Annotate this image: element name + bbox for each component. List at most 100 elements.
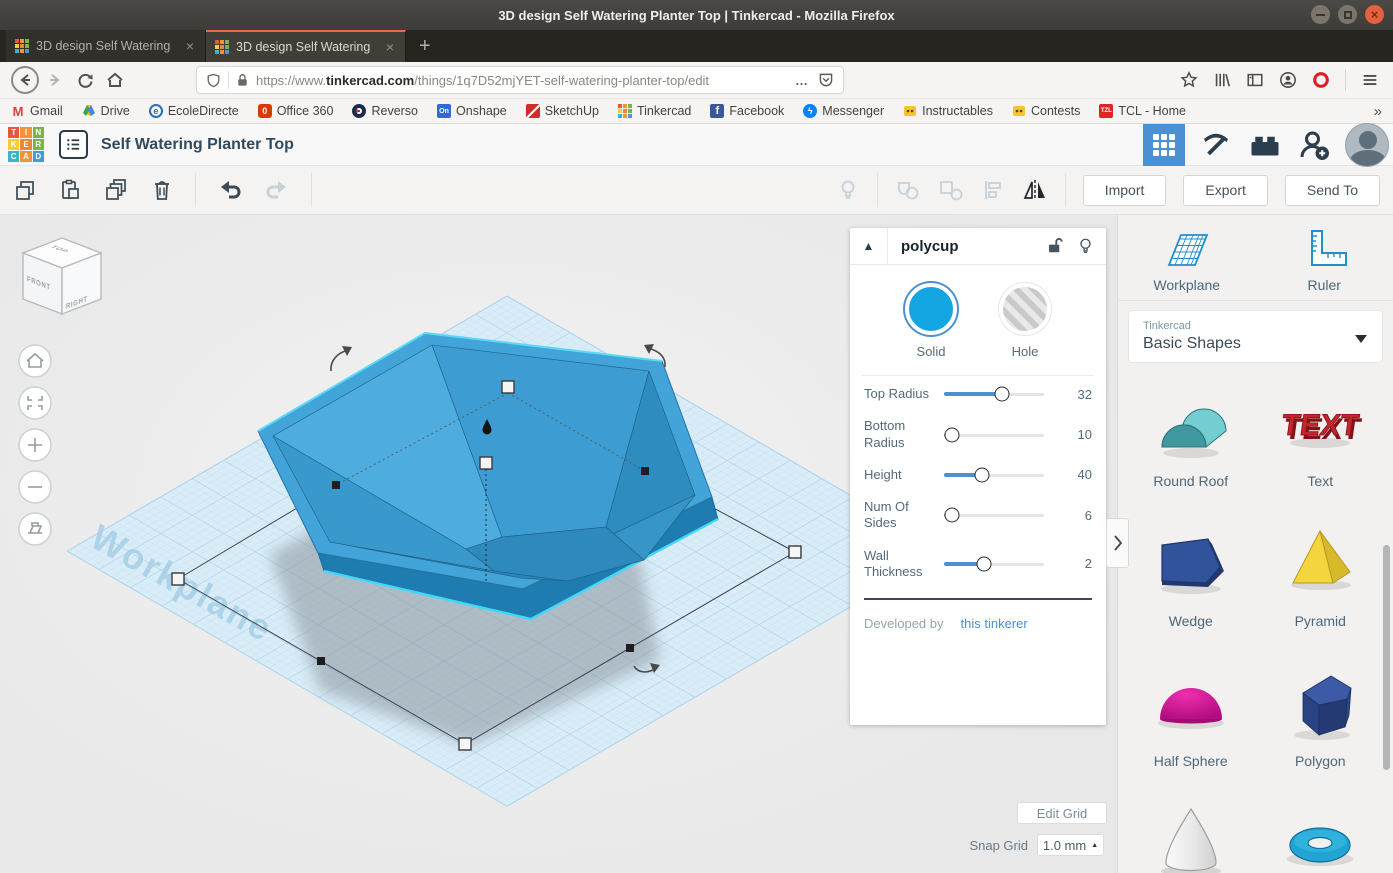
shape-torus[interactable] bbox=[1256, 791, 1386, 873]
bookmark-drive[interactable]: Drive bbox=[82, 104, 130, 118]
corner-handle[interactable] bbox=[788, 545, 802, 559]
corner-handle[interactable] bbox=[458, 737, 472, 751]
scale-handle[interactable] bbox=[332, 481, 340, 489]
unlock-icon[interactable] bbox=[1047, 237, 1063, 254]
pocket-save-icon[interactable] bbox=[818, 72, 834, 88]
mirror-button[interactable] bbox=[1022, 177, 1048, 203]
shape-name[interactable]: polycup bbox=[901, 237, 959, 255]
bookmark-facebook[interactable]: f Facebook bbox=[710, 104, 784, 118]
workplane-view-button[interactable] bbox=[18, 512, 52, 546]
top-radius-slider[interactable] bbox=[944, 386, 1044, 402]
shape-round-roof[interactable]: Round Roof bbox=[1126, 371, 1256, 511]
bookmark-instructables[interactable]: Instructables bbox=[903, 104, 993, 118]
new-tab-button[interactable]: + bbox=[419, 34, 431, 57]
design-menu-button[interactable] bbox=[59, 130, 88, 159]
bookmark-reverso[interactable]: Reverso bbox=[352, 104, 418, 118]
bookmark-star-icon[interactable] bbox=[1180, 71, 1198, 89]
import-button[interactable]: Import bbox=[1082, 174, 1167, 206]
panel-scrollbar[interactable] bbox=[1383, 545, 1390, 770]
bookmark-tcl-home[interactable]: TZL TCL - Home bbox=[1099, 104, 1186, 118]
scale-handle[interactable] bbox=[626, 644, 634, 652]
bookmark-contests[interactable]: Contests bbox=[1012, 104, 1080, 118]
browser-tab-2-active[interactable]: 3D design Self Watering × bbox=[206, 30, 406, 62]
tracking-shield-icon[interactable] bbox=[206, 73, 221, 88]
bottom-radius-slider[interactable] bbox=[944, 427, 1044, 443]
shape-half-sphere[interactable]: Half Sphere bbox=[1126, 651, 1256, 791]
ungroup-button[interactable] bbox=[938, 177, 964, 203]
invite-person-icon[interactable] bbox=[1296, 127, 1332, 163]
menu-hamburger-icon[interactable] bbox=[1361, 71, 1379, 89]
fit-view-button[interactable] bbox=[18, 386, 52, 420]
minecraft-pickaxe-icon[interactable] bbox=[1198, 127, 1234, 163]
avatar[interactable] bbox=[1345, 122, 1389, 167]
height-slider[interactable] bbox=[944, 467, 1044, 483]
hole-toggle[interactable]: Hole bbox=[999, 283, 1051, 359]
height-handle[interactable] bbox=[482, 419, 492, 435]
page-actions-icon[interactable]: … bbox=[795, 72, 809, 88]
num-sides-slider[interactable] bbox=[944, 507, 1044, 523]
developer-link[interactable]: this tinkerer bbox=[960, 616, 1028, 631]
solid-toggle[interactable]: Solid bbox=[905, 283, 957, 359]
delete-button[interactable] bbox=[150, 178, 174, 202]
visibility-bulb-icon[interactable] bbox=[1078, 237, 1093, 255]
workplane-tool[interactable]: Workplane bbox=[1118, 227, 1256, 300]
bookmark-tinkercad[interactable]: Tinkercad bbox=[617, 104, 691, 118]
shape-text[interactable]: TEXT TEXT Text bbox=[1256, 371, 1386, 511]
view-cube[interactable]: TOP FRONT RIGHT bbox=[21, 237, 103, 316]
minimize-button[interactable] bbox=[1311, 5, 1330, 24]
shape-paraboloid[interactable] bbox=[1126, 791, 1256, 873]
copy-button[interactable] bbox=[13, 178, 37, 202]
forward-button[interactable] bbox=[40, 65, 70, 95]
shape-polygon[interactable]: Polygon bbox=[1256, 651, 1386, 791]
account-icon[interactable] bbox=[1279, 71, 1297, 89]
duplicate-button[interactable] bbox=[103, 177, 129, 203]
bookmark-messenger[interactable]: ϟ Messenger bbox=[803, 104, 884, 118]
collapse-inspector-button[interactable]: ▲ bbox=[850, 228, 888, 264]
shape-pyramid[interactable]: Pyramid bbox=[1256, 511, 1386, 651]
undo-button[interactable] bbox=[217, 177, 243, 203]
cube-top-label[interactable]: TOP bbox=[48, 245, 70, 253]
bookmark-office360[interactable]: 0 Office 360 bbox=[257, 104, 333, 118]
3d-canvas[interactable]: Workplane bbox=[0, 215, 1117, 873]
solid-swatch[interactable] bbox=[905, 283, 957, 335]
close-button[interactable]: × bbox=[1365, 5, 1384, 24]
redo-button[interactable] bbox=[264, 177, 290, 203]
collapse-panel-button[interactable] bbox=[1106, 518, 1129, 568]
paste-button[interactable] bbox=[58, 178, 82, 202]
wall-thickness-slider[interactable] bbox=[944, 556, 1044, 572]
reload-button[interactable] bbox=[70, 65, 100, 95]
send-to-button[interactable]: Send To bbox=[1284, 174, 1380, 206]
rotate-handle[interactable] bbox=[330, 344, 666, 673]
bookmark-sketchup[interactable]: SketchUp bbox=[525, 104, 599, 118]
ruler-tool[interactable]: Ruler bbox=[1256, 227, 1393, 300]
home-view-button[interactable] bbox=[18, 344, 52, 378]
export-button[interactable]: Export bbox=[1183, 174, 1268, 206]
corner-handle[interactable] bbox=[171, 572, 185, 586]
shape-collection-dropdown[interactable]: Tinkercad Basic Shapes bbox=[1128, 310, 1383, 363]
scale-handle[interactable] bbox=[641, 467, 649, 475]
mid-scale-handle[interactable] bbox=[479, 456, 493, 470]
selection-handles[interactable] bbox=[171, 344, 802, 751]
maximize-button[interactable] bbox=[1338, 5, 1357, 24]
blocks-view-button[interactable] bbox=[1143, 123, 1185, 166]
bookmarks-overflow-chevron[interactable]: » bbox=[1373, 102, 1382, 120]
sidebar-icon[interactable] bbox=[1246, 71, 1264, 89]
group-button[interactable] bbox=[895, 177, 921, 203]
shape-wedge[interactable]: Wedge bbox=[1126, 511, 1256, 651]
bookmark-onshape[interactable]: On Onshape bbox=[437, 104, 507, 118]
tab-close-icon[interactable]: × bbox=[185, 38, 194, 54]
brick-icon[interactable] bbox=[1247, 127, 1283, 163]
addon-icon[interactable] bbox=[1312, 71, 1330, 89]
bookmark-ecoledirecte[interactable]: e EcoleDirecte bbox=[148, 104, 239, 118]
show-all-button[interactable] bbox=[836, 178, 860, 202]
snap-grid-select[interactable]: 1.0 mm ▲ bbox=[1037, 834, 1104, 856]
bookmark-gmail[interactable]: M Gmail bbox=[12, 103, 63, 119]
edit-grid-button[interactable]: Edit Grid bbox=[1017, 802, 1107, 824]
browser-tab-1[interactable]: 3D design Self Watering × bbox=[6, 30, 206, 62]
home-button[interactable] bbox=[100, 65, 130, 95]
design-title[interactable]: Self Watering Planter Top bbox=[101, 135, 294, 153]
align-button[interactable] bbox=[981, 178, 1005, 202]
tab-close-icon[interactable]: × bbox=[385, 39, 394, 55]
top-scale-handle[interactable] bbox=[501, 380, 515, 394]
